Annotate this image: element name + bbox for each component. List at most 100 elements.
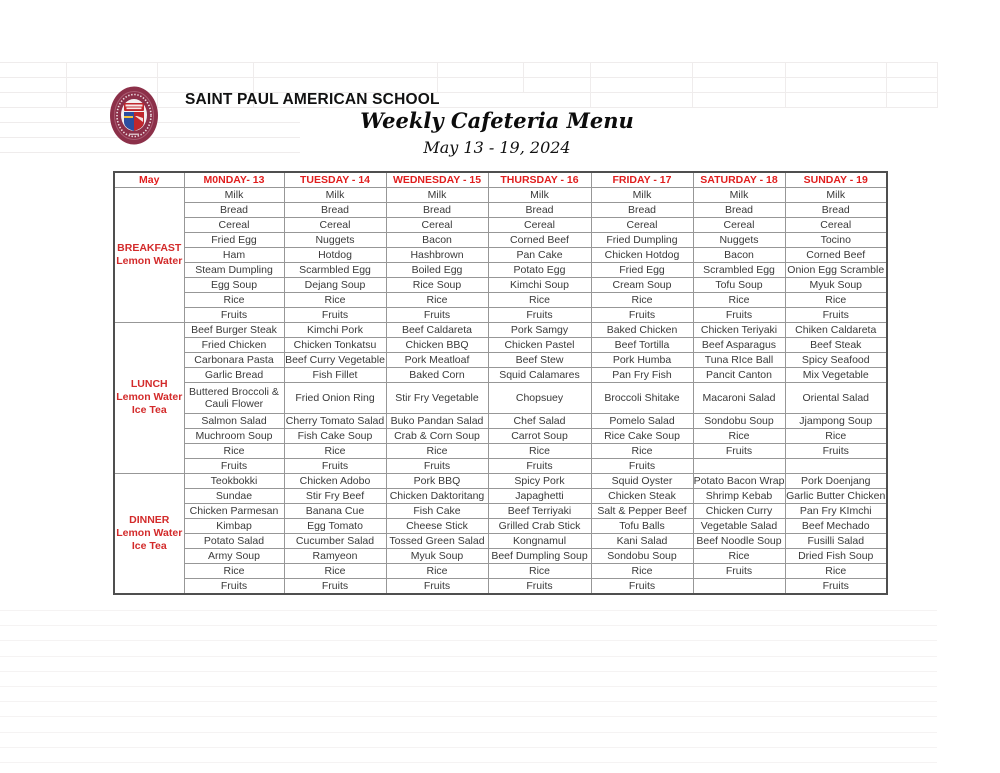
menu-cell: Rice	[183, 443, 285, 460]
menu-cell: Pancit Canton	[692, 366, 786, 383]
menu-cell: Boiled Egg	[385, 261, 489, 278]
menu-cell: Beef Noodle Soup	[692, 533, 786, 550]
date-range: May 13 - 19, 2024	[423, 138, 571, 157]
menu-cell: Buko Pandan Salad	[385, 412, 489, 430]
section-label-line: LUNCH	[130, 378, 168, 391]
menu-cell: Pan Fry Fish	[590, 366, 694, 383]
menu-cell: Beef Mechado	[784, 518, 888, 535]
menu-row: Potato Salad Cucumber Salad Tossed Green S…	[114, 533, 888, 550]
menu-cell: Rice	[283, 443, 387, 460]
day-header: SUNDAY - 19	[784, 171, 888, 188]
menu-cell: Rice	[487, 291, 592, 308]
menu-cell: Fruits	[784, 443, 888, 460]
gridline	[0, 152, 300, 153]
menu-cell: Rice	[183, 563, 285, 580]
section-label-line: Lemon Water	[116, 254, 183, 267]
menu-cell: Beef Steak	[784, 336, 888, 353]
menu-cell: Fruits	[487, 458, 592, 475]
menu-cell: Milk	[692, 186, 786, 203]
menu-cell: Baked Corn	[385, 366, 489, 383]
menu-cell: Mix Vegetable	[784, 366, 888, 383]
menu-cell: Beef Asparagus	[692, 336, 786, 353]
menu-cell: Cereal	[183, 216, 285, 233]
menu-cell: Fried Onion Ring	[283, 381, 387, 415]
menu-cell: Bread	[283, 201, 387, 218]
gridline	[0, 62, 937, 63]
menu-cell: Tofu Balls	[590, 518, 694, 535]
menu-cell: Sondobu Soup	[590, 548, 694, 565]
gridline	[0, 716, 937, 717]
gridline	[0, 747, 937, 748]
menu-cell: Beef Stew	[487, 351, 592, 368]
menu-cell: Chicken Adobo	[283, 473, 387, 490]
menu-cell: Onion Egg Scramble	[784, 261, 888, 278]
menu-cell: Crab & Corn Soup	[385, 428, 489, 445]
menu-cell: Bread	[487, 201, 592, 218]
menu-cell: Baked Chicken	[590, 321, 694, 338]
gridline	[886, 62, 887, 108]
menu-row: Muchroom Soup Fish Cake Soup Crab & Corn S…	[114, 428, 888, 445]
section-label-line: Ice Tea	[131, 404, 167, 417]
menu-cell: Bacon	[385, 231, 489, 248]
menu-cell: Fruits	[283, 578, 387, 595]
gridline	[437, 62, 438, 92]
menu-cell: Tuna RIce Ball	[692, 351, 786, 368]
menu-cell: Chef Salad	[487, 412, 592, 430]
menu-cell: Spicy Pork	[487, 473, 592, 490]
menu-cell: Carbonara Pasta	[183, 351, 285, 368]
menu-cell: Chopsuey	[487, 381, 592, 415]
menu-cell: Myuk Soup	[784, 276, 888, 293]
menu-row: Chicken Parmesan Banana Cue Fish Cake Beef …	[114, 503, 888, 520]
menu-row: Fruits Fruits Fruits Fruits Fruits Fruits	[114, 578, 888, 595]
menu-cell: Cereal	[692, 216, 786, 233]
menu-row: DINNER Lemon Water Ice Tea Teokbokki Chicken…	[113, 473, 888, 595]
menu-cell: Rice	[692, 291, 786, 308]
menu-cell: Teokbokki	[183, 473, 285, 490]
menu-cell: Fruits	[692, 443, 786, 460]
menu-cell: Cucumber Salad	[283, 533, 387, 550]
menu-cell: Steam Dumpling	[183, 261, 285, 278]
menu-cell: Beef Terriyaki	[487, 503, 592, 520]
menu-cell: Stir Fry Beef	[283, 488, 387, 505]
menu-cell: Chiken Caldareta	[784, 321, 888, 338]
section-label-dinner: DINNER Lemon Water Ice Tea	[113, 473, 185, 595]
day-header: SATURDAY - 18	[692, 171, 786, 188]
menu-cell: Rice	[784, 291, 888, 308]
menu-cell: Rice	[590, 563, 694, 580]
menu-cell: Sondobu Soup	[692, 412, 786, 430]
gridline	[0, 77, 937, 78]
menu-cell: Fish Cake Soup	[283, 428, 387, 445]
section-label-line: DINNER	[129, 514, 170, 527]
menu-cell: Grilled Crab Stick	[487, 518, 592, 535]
menu-cell: Ham	[183, 246, 285, 263]
seal-icon	[110, 86, 158, 145]
menu-cell: Army Soup	[183, 548, 285, 565]
section-label-lunch: LUNCH Lemon Water Ice Tea	[113, 321, 185, 475]
menu-cell: Kani Salad	[590, 533, 694, 550]
menu-cell: Garlic Bread	[183, 366, 285, 383]
menu-cell: Cereal	[487, 216, 592, 233]
menu-cell: Beef Tortilla	[590, 336, 694, 353]
menu-cell: Jjampong Soup	[784, 412, 888, 430]
menu-row: Cereal Cereal Cereal Cereal Cereal Cereal Cere…	[114, 216, 888, 233]
day-header: FRIDAY - 17	[590, 171, 694, 188]
day-header: M0NDAY- 13	[183, 171, 285, 188]
day-header: TUESDAY - 14	[283, 171, 387, 188]
menu-cell: Fruits	[385, 458, 489, 475]
menu-cell: Fruits	[784, 578, 888, 595]
menu-cell: Tossed Green Salad	[385, 533, 489, 550]
menu-cell: Fruits	[183, 306, 285, 323]
menu-cell: Chicken Parmesan	[183, 503, 285, 520]
gridline	[0, 732, 937, 733]
gridline	[0, 640, 937, 641]
section-label-line: BREAKFAST	[117, 241, 182, 254]
gridline	[523, 62, 524, 92]
menu-cell: Fish Cake	[385, 503, 489, 520]
gridline	[692, 62, 693, 108]
menu-cell: Squid Calamares	[487, 366, 592, 383]
menu-row: Salmon Salad Cherry Tomato Salad Buko Pand…	[114, 412, 888, 430]
menu-cell: Hotdog	[283, 246, 387, 263]
menu-cell: Chicken BBQ	[385, 336, 489, 353]
corner-header-may: May	[113, 171, 185, 188]
menu-cell: Chicken Teriyaki	[692, 321, 786, 338]
